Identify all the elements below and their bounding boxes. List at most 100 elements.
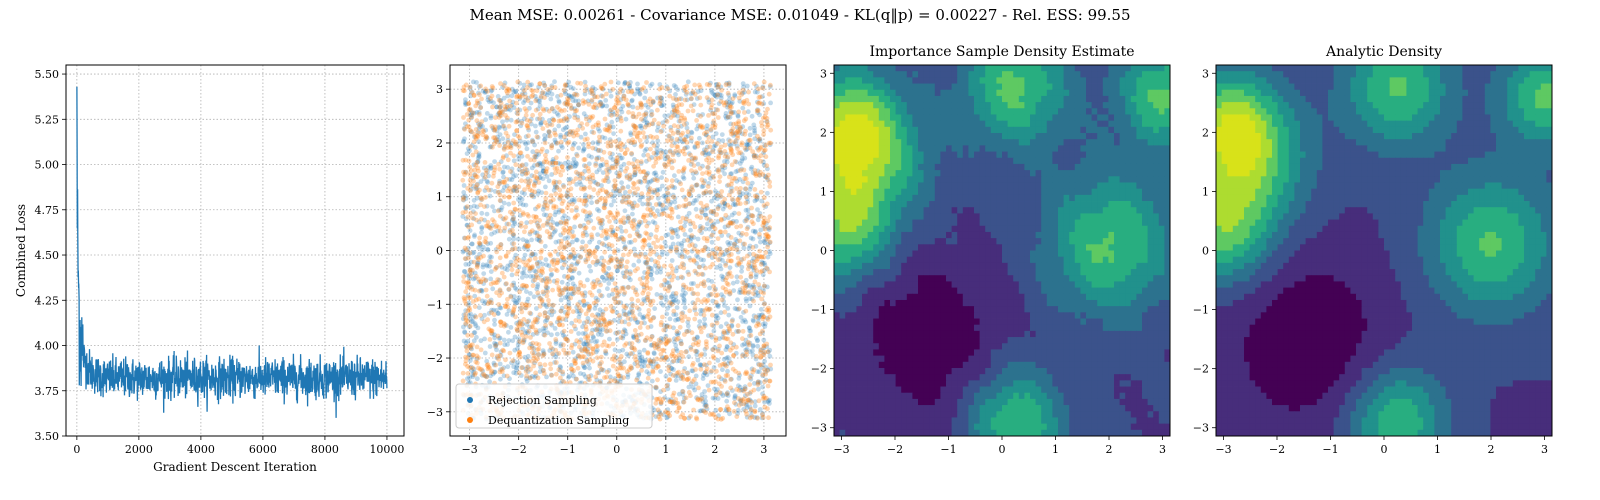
scatter-point xyxy=(728,235,734,240)
scatter-point xyxy=(543,184,548,190)
scatter-point xyxy=(667,413,673,419)
scatter-point xyxy=(483,194,488,200)
scatter-point xyxy=(601,149,607,155)
scatter-point xyxy=(757,112,762,118)
scatter-point xyxy=(686,316,691,322)
scatter-point xyxy=(666,364,671,370)
scatter-point xyxy=(672,173,677,179)
scatter-point xyxy=(715,92,720,98)
scatter-point xyxy=(585,277,590,283)
scatter-point xyxy=(679,359,685,365)
y-tick-label: 2 xyxy=(436,137,443,150)
scatter-point xyxy=(488,240,494,246)
scatter-point xyxy=(725,90,731,96)
scatter-point xyxy=(622,208,628,214)
scatter-point xyxy=(760,223,766,228)
scatter-point xyxy=(638,144,644,149)
scatter-point xyxy=(744,218,749,223)
scatter-point xyxy=(533,370,538,376)
scatter-point xyxy=(637,355,643,361)
scatter-point xyxy=(617,236,622,242)
scatter-point xyxy=(497,213,503,219)
scatter-point xyxy=(668,248,673,254)
scatter-point xyxy=(662,277,668,283)
scatter-point xyxy=(750,369,756,375)
scatter-point xyxy=(468,107,473,113)
scatter-point xyxy=(478,338,484,344)
scatter-point xyxy=(765,317,771,322)
scatter-point xyxy=(568,286,574,292)
scatter-point xyxy=(736,150,742,156)
scatter-point xyxy=(709,198,714,204)
scatter-point xyxy=(637,352,642,358)
scatter-point xyxy=(744,231,749,237)
scatter-point xyxy=(568,295,573,301)
scatter-point xyxy=(544,149,550,154)
scatter-point xyxy=(685,129,691,135)
scatter-point xyxy=(537,116,542,121)
scatter-point xyxy=(481,271,487,276)
scatter-point xyxy=(722,162,728,168)
scatter-point xyxy=(760,330,765,336)
scatter-point xyxy=(615,226,620,232)
scatter-point xyxy=(751,256,756,261)
scatter-point xyxy=(674,137,680,142)
scatter-point xyxy=(502,225,508,231)
scatter-point xyxy=(488,259,494,265)
scatter-point xyxy=(643,89,649,94)
scatter-point xyxy=(527,118,533,124)
scatter-point xyxy=(478,347,484,353)
scatter-point xyxy=(556,98,562,104)
scatter-point xyxy=(658,369,663,374)
scatter-point xyxy=(533,107,539,113)
scatter-point xyxy=(670,102,676,108)
scatter-point xyxy=(632,157,637,162)
scatter-point xyxy=(531,363,536,369)
scatter-point xyxy=(603,328,609,334)
scatter-point xyxy=(768,362,773,368)
scatter-point xyxy=(568,102,573,108)
scatter-point xyxy=(544,262,549,268)
scatter-point xyxy=(460,370,466,376)
scatter-point xyxy=(721,329,727,334)
scatter-point xyxy=(762,379,768,385)
scatter-point xyxy=(535,223,541,228)
scatter-point xyxy=(752,128,757,134)
scatter-point xyxy=(597,307,603,313)
scatter-point xyxy=(669,159,675,165)
scatter-point xyxy=(723,151,729,157)
scatter-point xyxy=(462,269,468,274)
scatter-point xyxy=(688,103,694,109)
scatter-point xyxy=(618,335,624,340)
scatter-point xyxy=(638,101,644,107)
scatter-point xyxy=(661,327,667,333)
scatter-point xyxy=(615,293,620,299)
scatter-point xyxy=(698,329,704,335)
scatter-point xyxy=(732,92,738,98)
scatter-point xyxy=(492,322,497,327)
scatter-point xyxy=(740,353,745,359)
scatter-point xyxy=(535,162,540,168)
scatter-point xyxy=(493,362,499,368)
scatter-point xyxy=(711,355,717,361)
scatter-point xyxy=(671,325,676,331)
scatter-point xyxy=(751,318,756,324)
scatter-point xyxy=(497,262,503,268)
scatter-point xyxy=(632,237,638,243)
scatter-point xyxy=(666,363,672,369)
scatter-point xyxy=(501,123,507,129)
scatter-point xyxy=(657,82,663,87)
scatter-point xyxy=(665,288,671,294)
scatter-point xyxy=(598,163,604,169)
scatter-point xyxy=(580,360,586,366)
scatter-point xyxy=(742,110,747,115)
scatter-point xyxy=(471,162,477,168)
scatter-point xyxy=(587,263,592,269)
scatter-point xyxy=(559,208,565,214)
scatter-point xyxy=(747,391,753,396)
scatter-point xyxy=(654,270,660,275)
scatter-point xyxy=(695,291,701,297)
scatter-point xyxy=(724,115,729,121)
scatter-point xyxy=(613,232,618,238)
scatter-point xyxy=(761,128,767,134)
